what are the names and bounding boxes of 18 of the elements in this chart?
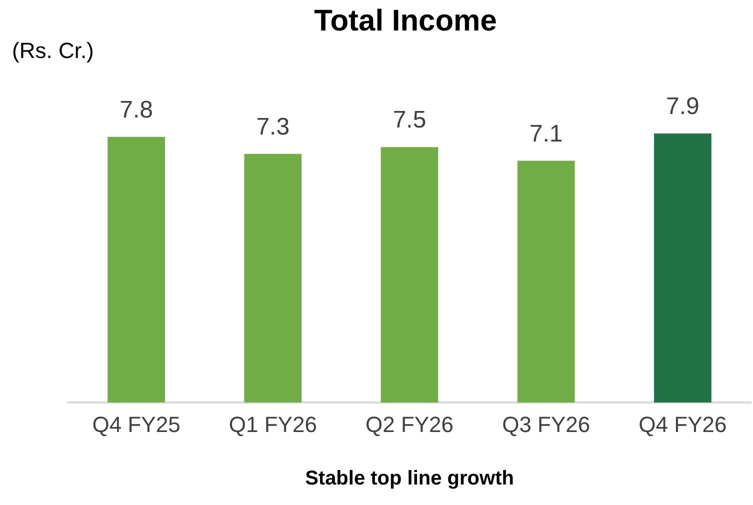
bar — [380, 147, 438, 403]
x-tick-label: Q4 FY25 — [92, 412, 180, 437]
data-label: 7.3 — [256, 114, 290, 141]
data-label: 7.8 — [120, 96, 153, 124]
data-label: 7.9 — [666, 93, 700, 120]
data-label: 7.5 — [392, 106, 426, 134]
x-tick-label: Q2 FY26 — [365, 412, 454, 437]
bar — [108, 136, 165, 403]
bar — [654, 133, 712, 403]
bar — [517, 160, 575, 403]
chart-title: Total Income — [314, 4, 497, 38]
x-axis-title: Stable top line growth — [305, 468, 514, 490]
x-tick-label: Q1 FY26 — [228, 412, 317, 437]
x-tick-label: Q3 FY26 — [502, 412, 590, 437]
y-axis-title: (Rs. Cr.) — [12, 38, 94, 64]
bar — [244, 154, 302, 403]
x-tick-label: Q4 FY26 — [638, 412, 727, 437]
data-label: 7.1 — [529, 120, 563, 148]
